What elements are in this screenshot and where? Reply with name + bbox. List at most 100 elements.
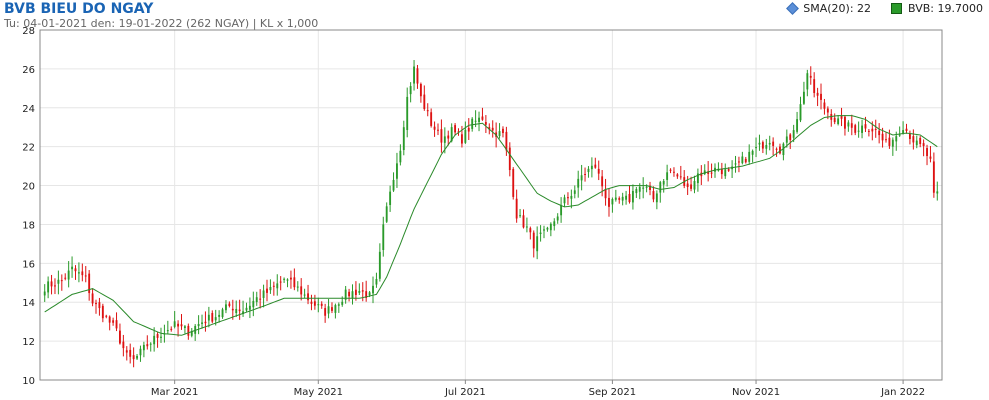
candle-body: [77, 272, 80, 274]
x-tick-label: Jan 2022: [880, 387, 925, 398]
candle-body: [262, 290, 265, 298]
candles: [43, 60, 939, 368]
candle-body: [813, 79, 816, 93]
candle-body: [874, 128, 877, 130]
candle-body: [652, 191, 655, 200]
candle-body: [245, 307, 248, 311]
candle-body: [105, 315, 108, 317]
chart-subtitle: Tu: 04-01-2021 den: 19-01-2022 (262 NGAY…: [4, 17, 319, 30]
candle-body: [608, 197, 610, 207]
sma-line: [44, 115, 938, 336]
candle-body: [676, 174, 679, 177]
candle-body: [891, 139, 894, 147]
candle-body: [673, 171, 675, 173]
candle-body: [635, 189, 638, 194]
candle-body: [741, 156, 744, 164]
candle-body: [54, 285, 56, 287]
candle-body: [327, 306, 330, 314]
candle-body: [820, 93, 822, 100]
candle-body: [426, 110, 429, 112]
candle-body: [505, 131, 508, 151]
candle-body: [775, 148, 778, 150]
candle-body: [604, 189, 607, 199]
candle-body: [173, 321, 176, 327]
candle-body: [895, 136, 898, 142]
candle-body: [912, 136, 915, 143]
candle-body: [91, 293, 94, 304]
candle-body: [190, 331, 193, 336]
candle-body: [207, 314, 210, 321]
chart-legend: SMA(20): 22 BVB: 19.7000: [774, 2, 983, 15]
candle-body: [926, 148, 928, 157]
candle-body: [789, 134, 792, 140]
candle-body: [816, 92, 819, 96]
candle-body: [905, 128, 908, 131]
candle-body: [690, 184, 693, 189]
candle-body: [809, 75, 812, 78]
candle-body: [867, 130, 870, 132]
candle-body: [614, 197, 617, 200]
candle-body: [502, 128, 504, 134]
candle-body: [228, 303, 231, 306]
candle-body: [484, 122, 487, 125]
candle-body: [180, 324, 183, 327]
candle-body: [850, 123, 853, 128]
candle-body: [686, 183, 689, 188]
candle-body: [587, 168, 590, 173]
x-tick-label: Nov 2021: [732, 387, 780, 398]
candle-body: [748, 151, 751, 162]
candle-body: [840, 115, 843, 119]
candle-body: [413, 66, 415, 84]
candle-body: [361, 290, 364, 292]
candle-body: [888, 137, 891, 146]
candle-body: [399, 150, 402, 163]
candle-body: [454, 125, 457, 133]
candle-body: [478, 117, 480, 123]
candle-body: [382, 224, 385, 250]
y-tick-label: 14: [22, 298, 35, 309]
candle-body: [857, 130, 860, 132]
candle-body: [919, 137, 922, 144]
candle-body: [553, 221, 556, 227]
candle-body: [628, 193, 631, 203]
candle-body: [597, 168, 600, 174]
candle-body: [286, 279, 289, 281]
candle-body: [580, 175, 583, 181]
candle-body: [908, 133, 911, 139]
candle-body: [758, 142, 761, 145]
candle-body: [146, 344, 149, 347]
candle-body: [710, 172, 713, 174]
x-axis: Mar 2021 May 2021 Jul 2021 Sep 2021 Nov 2021…: [151, 380, 925, 398]
candle-body: [844, 116, 846, 129]
candle-body: [231, 308, 234, 311]
y-tick-label: 20: [22, 182, 35, 193]
chart-title: BVB BIEU DO NGAY: [4, 1, 154, 17]
candle-body: [125, 350, 128, 353]
y-tick-label: 22: [22, 143, 35, 154]
candle-body: [259, 298, 262, 300]
candle-body: [782, 143, 785, 156]
candle-body: [402, 127, 405, 151]
candle-body: [525, 226, 528, 228]
candle-body: [522, 215, 525, 228]
candle-body: [324, 308, 327, 316]
legend-price-label: BVB: 19.7000: [908, 2, 983, 15]
candle-body: [929, 156, 932, 159]
candle-body: [214, 317, 217, 321]
candle-body: [779, 146, 781, 154]
candle-body: [847, 122, 850, 127]
candle-body: [423, 94, 426, 110]
candle-body: [255, 297, 258, 303]
candle-body: [539, 232, 542, 235]
candle-body: [372, 285, 374, 294]
candle-body: [556, 216, 559, 221]
candle-body: [443, 136, 446, 143]
candle-body: [563, 197, 566, 204]
candle-body: [365, 291, 368, 298]
candle-body: [464, 129, 467, 143]
candle-body: [419, 83, 422, 97]
candle-body: [119, 330, 121, 344]
candle-body: [560, 205, 563, 216]
candle-body: [272, 285, 275, 287]
